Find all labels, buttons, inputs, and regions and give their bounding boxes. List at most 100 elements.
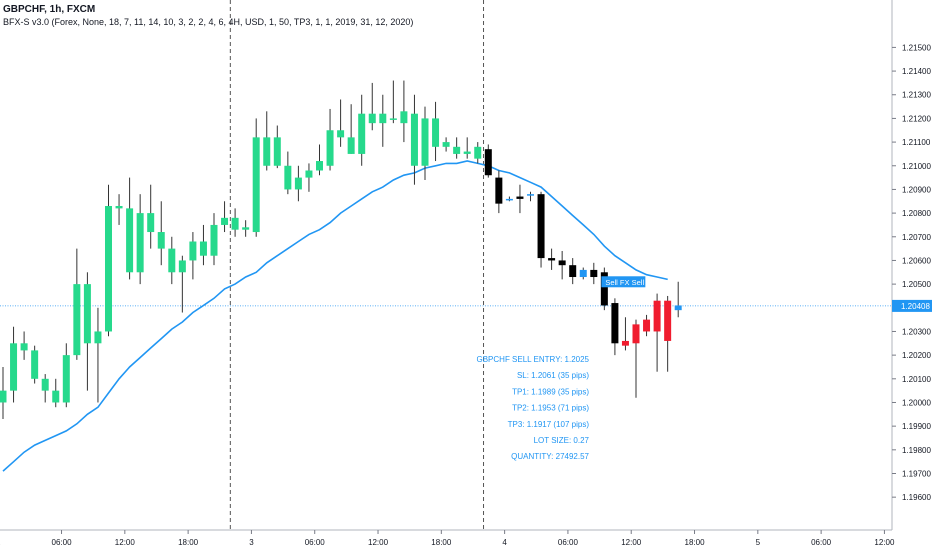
candle-body <box>569 265 577 278</box>
candle-body <box>621 340 629 346</box>
candle <box>484 144 492 178</box>
candle-body <box>484 149 492 176</box>
candle-body <box>337 130 345 138</box>
signal-label-box <box>601 276 646 288</box>
candle <box>368 82 376 131</box>
price-tick-label: 1.21000 <box>902 162 931 171</box>
candle-body <box>52 390 60 403</box>
time-tick-label: 12:00 <box>874 538 895 547</box>
candle <box>653 293 661 372</box>
time-tick-label: 12:00 <box>621 538 642 547</box>
candle-body <box>252 137 260 233</box>
price-tick-label: 1.20000 <box>902 398 931 407</box>
candle-body <box>105 206 112 332</box>
candle <box>600 267 608 311</box>
price-tick-label: 1.19600 <box>902 493 931 502</box>
last-price-tag-label: 1.20408 <box>901 302 930 311</box>
candle <box>579 267 587 280</box>
candle-body <box>136 213 144 273</box>
time-tick-label: 06:00 <box>52 538 73 547</box>
price-tick-label: 1.19900 <box>902 422 931 431</box>
candle-body <box>316 161 323 171</box>
moving-average <box>2 160 668 472</box>
candle <box>621 317 629 351</box>
candle <box>41 374 49 403</box>
candle-body <box>505 198 513 201</box>
candle-body <box>242 227 250 230</box>
trade-annotations: GBPCHF SELL ENTRY: 1.2025 SL: 1.2061 (35 … <box>477 355 590 461</box>
time-tick-label: 5 <box>756 538 761 547</box>
candle <box>505 196 513 202</box>
price-tick-label: 1.21200 <box>902 114 931 123</box>
time-tick-label: 06:00 <box>558 538 579 547</box>
candle-body <box>632 324 640 344</box>
signal: Sell FX Sell <box>601 276 646 288</box>
candle <box>389 80 397 124</box>
candle <box>284 151 292 195</box>
candle-body <box>115 206 123 209</box>
candles <box>0 80 682 420</box>
candle <box>115 194 123 225</box>
candle <box>358 94 366 166</box>
candle-body <box>674 305 682 311</box>
candle <box>453 137 461 159</box>
candle <box>52 378 60 408</box>
candle <box>20 331 28 360</box>
price-tick-label: 1.20900 <box>902 185 931 194</box>
trade-annotation-line: LOT SIZE: 0.27 <box>534 436 590 445</box>
candle-body <box>653 300 661 332</box>
candle-body <box>643 319 651 332</box>
price-tick-label: 1.19700 <box>902 469 931 478</box>
candle-body <box>20 343 28 351</box>
candle-body <box>389 118 397 120</box>
trade-annotation-line: TP3: 1.1917 (107 pips) <box>508 420 590 429</box>
candle-body <box>421 118 429 166</box>
candle <box>337 99 345 147</box>
candle-body <box>157 232 165 249</box>
candle-body <box>495 177 503 204</box>
time-tick-label: 18:00 <box>685 538 706 547</box>
candle <box>189 232 197 280</box>
candle-body <box>10 343 18 391</box>
candle <box>10 326 18 403</box>
candle <box>294 165 302 202</box>
time-tick-label: 12:00 <box>368 538 389 547</box>
candle-body <box>62 355 70 403</box>
candle-body <box>548 258 556 261</box>
trade-annotation-line: QUANTITY: 27492.57 <box>511 452 589 461</box>
candle-body <box>41 378 49 391</box>
price-tick-label: 1.20100 <box>902 375 931 384</box>
candle-body <box>326 130 334 166</box>
price-tick-label: 1.21300 <box>902 91 931 100</box>
candle-body <box>294 177 302 190</box>
time-tick-label: 06:00 <box>811 538 832 547</box>
last-price-tag <box>892 299 932 312</box>
candle <box>305 163 313 192</box>
session-breaks <box>229 0 485 530</box>
price-tick-label: 1.21500 <box>902 43 931 52</box>
time-tick-label: 18:00 <box>431 538 452 547</box>
candle <box>0 366 7 420</box>
candle <box>210 213 218 266</box>
candle <box>316 144 323 176</box>
candle-body <box>210 224 218 256</box>
candle-body <box>590 269 598 278</box>
candle <box>347 104 355 154</box>
candle-body <box>600 272 608 306</box>
candle <box>569 258 577 285</box>
time-tick-label: 06:00 <box>305 538 326 547</box>
candle <box>432 101 440 162</box>
candle <box>273 125 281 169</box>
candle-body <box>178 260 186 273</box>
candle <box>463 137 471 159</box>
candle-body <box>83 284 91 344</box>
candle-body <box>358 113 366 154</box>
candle <box>231 208 239 237</box>
candle-body <box>31 350 39 379</box>
signal-label: Sell FX Sell <box>605 278 644 287</box>
price-tick-label: 1.21400 <box>902 67 931 76</box>
candle <box>537 191 545 268</box>
trade-annotation-line: GBPCHF SELL ENTRY: 1.2025 <box>477 355 590 364</box>
candle-body <box>558 260 566 266</box>
